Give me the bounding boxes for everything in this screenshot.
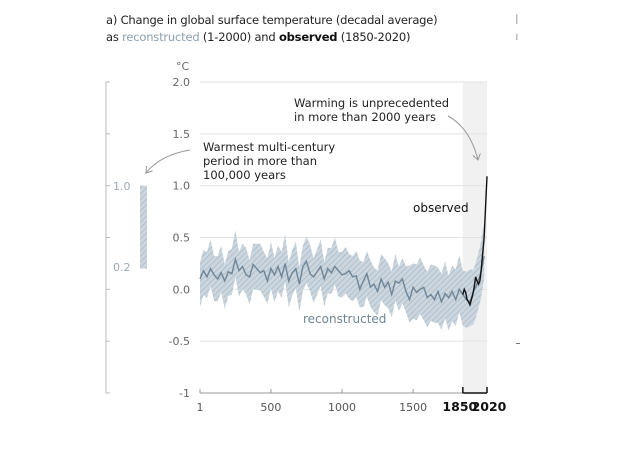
annotation-multicentury-line-1: Warmest multi-century <box>203 140 335 154</box>
warmest-period-range-bar <box>140 185 147 269</box>
title-text: as <box>106 30 123 44</box>
annotation-multicentury-line-2: period in more than <box>203 154 317 168</box>
y-tick-label: 0.5 <box>173 232 191 245</box>
title-reconstructed: reconstructed <box>122 30 200 44</box>
title-line-1: a) Change in global surface temperature … <box>106 13 438 27</box>
y-axis-unit: °C <box>176 60 190 73</box>
cropped-mark <box>516 14 518 24</box>
title-observed: observed <box>278 30 338 44</box>
y-tick-label: 0.0 <box>173 283 191 296</box>
annotation-multicentury-line-3: 100,000 years <box>203 168 286 182</box>
x-tick-label: 1500 <box>399 401 427 414</box>
x-tick-label: 1000 <box>328 401 356 414</box>
cropped-mark <box>516 343 520 344</box>
observed-line <box>462 176 488 307</box>
title-line-2: as reconstructed (1-2000) and observed (… <box>106 29 437 46</box>
y-tick-label: 1.0 <box>173 180 191 193</box>
x-tick-label-bold: 2020 <box>472 399 507 414</box>
reconstructed-uncertainty-band <box>200 221 485 331</box>
cropped-mark <box>516 34 518 40</box>
y-tick-label: 2.0 <box>173 76 191 89</box>
y-tick-label: -1 <box>179 387 190 400</box>
annotation-arrow-unprecedented <box>447 115 478 160</box>
annotation-arrow-multicentury <box>146 149 191 173</box>
reconstructed-line <box>199 256 485 304</box>
y-tick-label: 1.5 <box>173 128 191 141</box>
x-tick-label-bold: 1850 <box>442 399 477 414</box>
title-text: (1-2000) and <box>199 30 279 44</box>
x-tick-label: 1 <box>197 401 204 414</box>
observed-label: observed <box>413 201 469 215</box>
x-tick-label: 500 <box>260 401 281 414</box>
side-bar-label-top: 1.0 <box>113 180 131 193</box>
annotation-unprecedented-line-1: Warming is unprecedented <box>294 96 449 110</box>
annotation-unprecedented-line-2: in more than 2000 years <box>294 110 436 124</box>
chart-title: a) Change in global surface temperature … <box>106 12 438 46</box>
side-bar-label-bottom: 0.2 <box>113 261 131 274</box>
reconstructed-label: reconstructed <box>303 312 386 326</box>
title-text: (1850-2020) <box>337 30 411 44</box>
y-tick-label: -0.5 <box>169 335 190 348</box>
